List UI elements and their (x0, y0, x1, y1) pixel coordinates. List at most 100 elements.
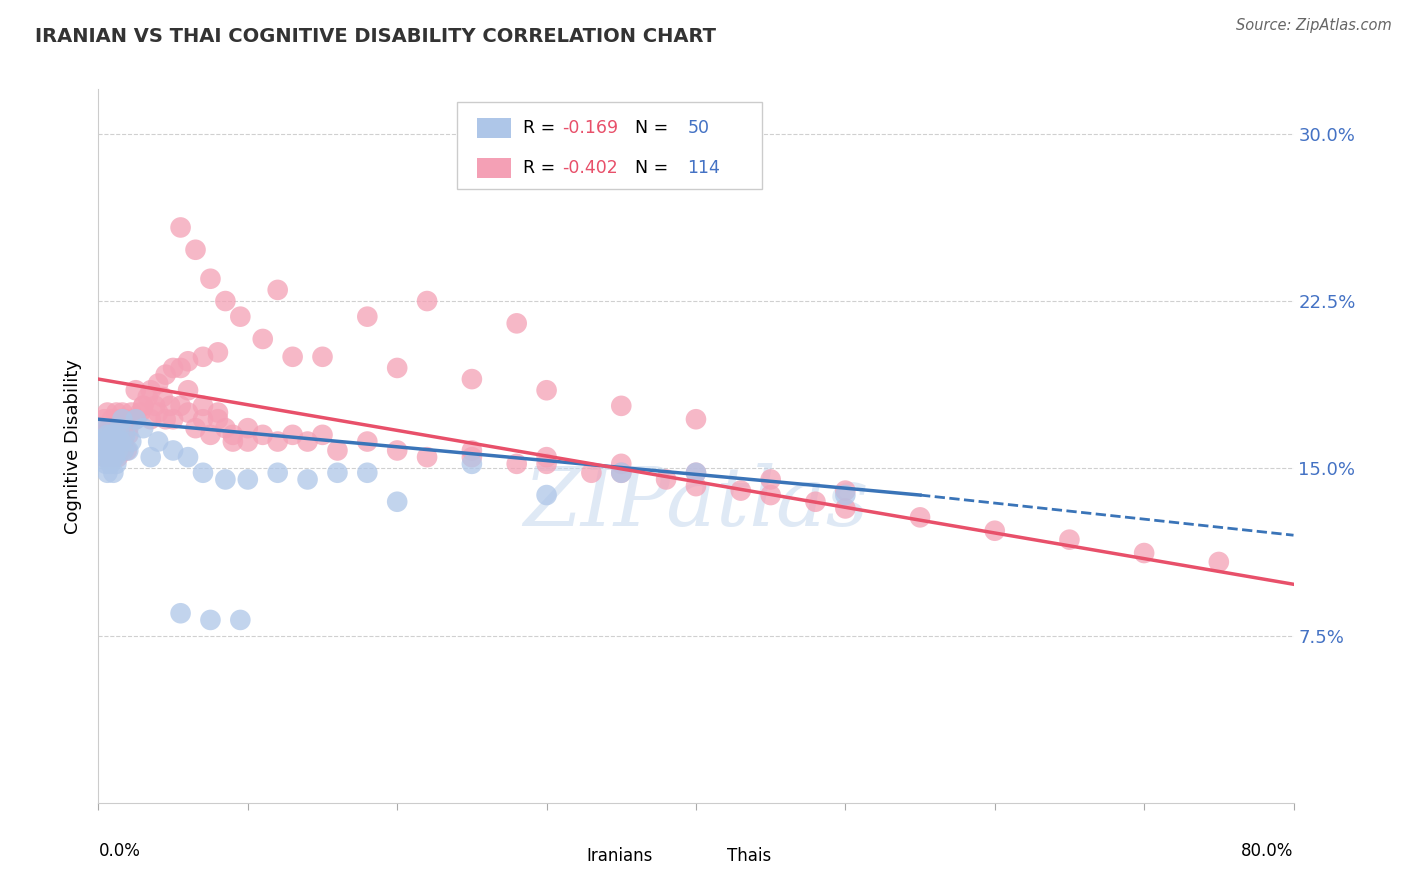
Point (506, 316, 529, 330)
Point (834, 488, 856, 502)
Point (115, 443, 138, 458)
Point (200, 613, 222, 627)
Point (610, 399, 633, 413)
Point (461, 372, 484, 386)
Point (191, 466, 214, 480)
Point (105, 427, 128, 442)
Point (111, 405, 134, 419)
Point (207, 345, 229, 359)
Point (162, 412, 184, 426)
Point (162, 443, 184, 458)
Point (416, 450, 439, 464)
Text: -0.402: -0.402 (562, 159, 617, 177)
Point (117, 421, 139, 435)
Point (385, 494, 409, 508)
Point (297, 434, 319, 449)
Point (114, 427, 136, 442)
Point (110, 443, 132, 458)
Text: ZIPatlas: ZIPatlas (523, 463, 869, 543)
Point (236, 473, 259, 487)
Point (155, 368, 177, 382)
Point (356, 310, 378, 324)
Point (101, 443, 124, 458)
Point (416, 293, 439, 308)
Point (125, 412, 148, 426)
Point (105, 405, 128, 419)
Point (139, 450, 162, 464)
Point (685, 466, 707, 480)
Point (536, 457, 558, 471)
Point (93, 421, 115, 435)
Point (356, 434, 378, 449)
Point (104, 450, 127, 464)
Point (136, 390, 159, 404)
Point (1208, 555, 1230, 569)
Point (96, 434, 118, 449)
Point (91, 443, 114, 458)
Point (108, 412, 131, 426)
Point (229, 310, 252, 324)
Point (804, 494, 827, 508)
Point (610, 466, 633, 480)
Point (114, 412, 136, 426)
Point (191, 399, 214, 413)
Point (184, 243, 207, 257)
Point (148, 405, 170, 419)
Point (97, 443, 120, 458)
Point (159, 399, 181, 413)
Point (169, 399, 191, 413)
Point (97, 421, 120, 435)
Point (97, 443, 120, 458)
Point (90, 432, 112, 446)
Text: Source: ZipAtlas.com: Source: ZipAtlas.com (1236, 18, 1392, 33)
Point (685, 412, 707, 426)
Point (581, 466, 603, 480)
Point (101, 412, 124, 426)
Point (96, 466, 118, 480)
Point (177, 354, 200, 368)
Point (236, 421, 259, 435)
Point (91, 443, 114, 458)
Point (834, 483, 856, 498)
Point (252, 332, 274, 346)
Point (103, 421, 125, 435)
Point (252, 427, 274, 442)
Point (311, 350, 333, 364)
Point (148, 434, 170, 449)
Point (177, 450, 200, 464)
Text: N =: N = (624, 119, 673, 137)
Text: 0.0%: 0.0% (98, 842, 141, 860)
Point (139, 384, 162, 398)
Point (98, 434, 122, 449)
Point (834, 501, 856, 516)
Point (214, 293, 236, 308)
Point (908, 510, 931, 524)
Point (111, 412, 134, 426)
Point (267, 466, 290, 480)
Point (169, 220, 191, 235)
Point (281, 350, 304, 364)
Point (461, 457, 484, 471)
Point (101, 450, 124, 464)
Point (222, 427, 245, 442)
Text: -0.169: -0.169 (562, 119, 619, 137)
Point (155, 412, 177, 426)
Point (267, 283, 290, 297)
Point (93, 450, 115, 464)
Point (461, 443, 484, 458)
Point (297, 473, 319, 487)
Point (132, 421, 155, 435)
Point (105, 443, 128, 458)
Point (129, 405, 152, 419)
Text: 50: 50 (688, 119, 710, 137)
Point (112, 443, 135, 458)
Point (655, 473, 678, 487)
Point (385, 360, 409, 375)
Point (311, 427, 333, 442)
Text: IRANIAN VS THAI COGNITIVE DISABILITY CORRELATION CHART: IRANIAN VS THAI COGNITIVE DISABILITY COR… (35, 27, 716, 45)
Point (132, 399, 155, 413)
Point (169, 360, 191, 375)
Text: 114: 114 (688, 159, 720, 177)
Point (222, 434, 245, 449)
Point (200, 271, 222, 285)
